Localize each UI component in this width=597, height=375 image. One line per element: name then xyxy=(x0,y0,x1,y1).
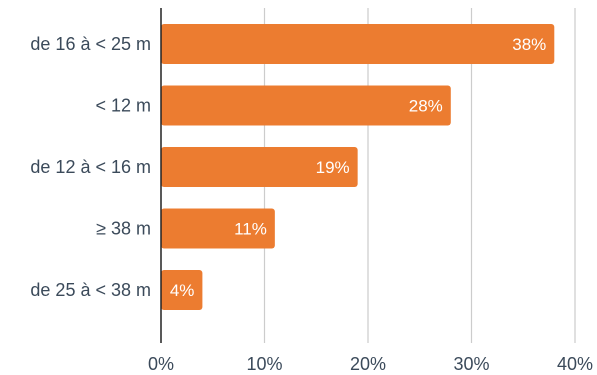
bar xyxy=(161,270,203,310)
data-label: 11% xyxy=(234,220,267,239)
category-label: de 12 à < 16 m xyxy=(30,157,151,177)
x-tick-label: 30% xyxy=(453,354,489,374)
category-label: < 12 m xyxy=(95,96,151,116)
x-tick-label: 40% xyxy=(557,354,593,374)
category-label: ≥ 38 m xyxy=(96,219,151,239)
x-tick-label: 10% xyxy=(246,354,282,374)
data-label: 4% xyxy=(170,281,195,300)
data-label: 38% xyxy=(512,35,546,54)
bar xyxy=(161,208,275,249)
data-label: 19% xyxy=(316,158,350,177)
bar xyxy=(161,24,555,64)
data-label: 28% xyxy=(409,97,443,116)
x-tick-label: 0% xyxy=(148,354,174,374)
bar xyxy=(161,147,358,187)
bar xyxy=(161,85,451,126)
category-label: de 16 à < 25 m xyxy=(30,34,151,54)
category-label: de 25 à < 38 m xyxy=(30,280,151,300)
x-tick-label: 20% xyxy=(350,354,386,374)
